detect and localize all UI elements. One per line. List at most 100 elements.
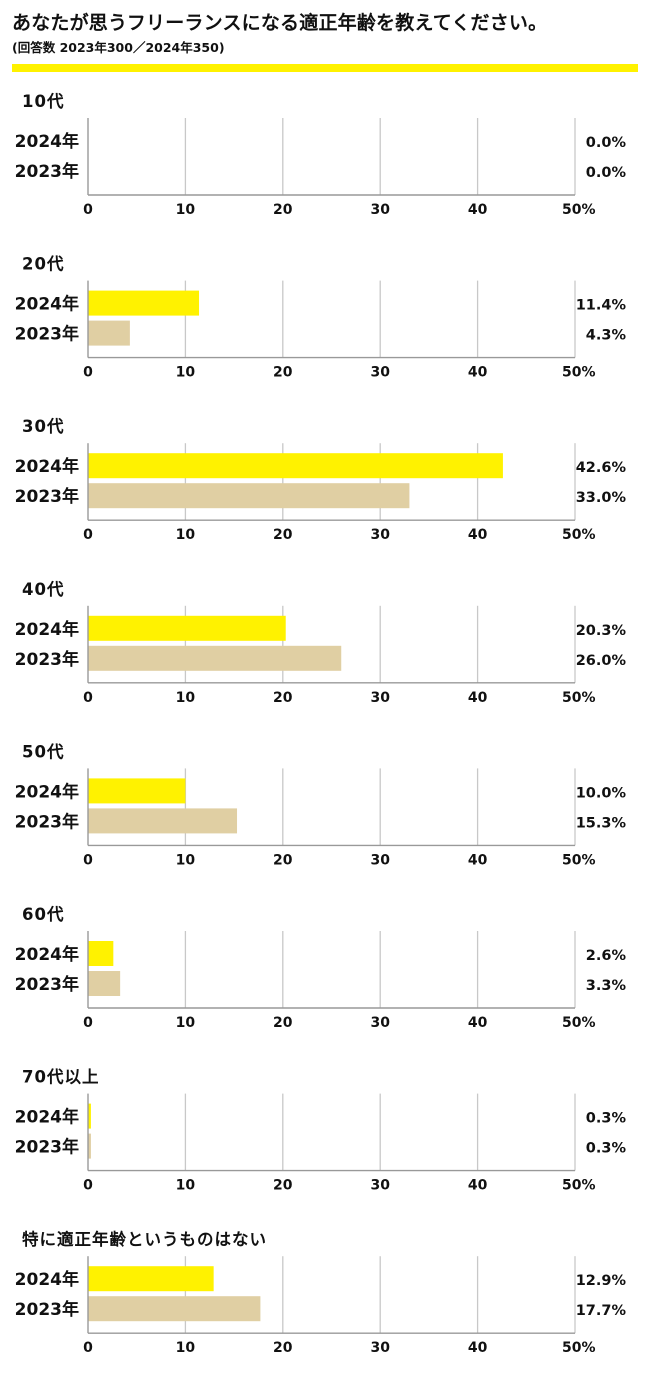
category-label: 60代 — [22, 905, 64, 924]
series-label: 2023年 — [15, 811, 79, 832]
tick-label: 50% — [562, 1178, 596, 1194]
value-label: 11.4% — [576, 298, 627, 314]
category-label: 70代以上 — [22, 1068, 99, 1087]
value-label: 0.3% — [586, 1141, 627, 1157]
bar-2023 — [88, 1296, 261, 1322]
bar-2024 — [88, 941, 114, 966]
value-label: 26.0% — [576, 653, 627, 669]
tick-label: 10 — [176, 1340, 196, 1356]
bar-2024 — [88, 1103, 91, 1129]
tick-label: 20 — [273, 527, 293, 543]
tick-label: 0 — [83, 365, 93, 381]
tick-label: 50% — [562, 1340, 596, 1356]
tick-label: 50% — [562, 690, 596, 706]
value-label: 15.3% — [576, 815, 627, 831]
tick-label: 50% — [562, 852, 596, 868]
tick-label: 50% — [562, 202, 596, 218]
chart-panel-6: 60代 2024年 2023年 2.6% 3.3% 0 10 20 30 40 50% — [15, 905, 627, 1031]
series-label: 2024年 — [15, 944, 79, 965]
chart-panel-1: 10代 2024年 2023年 0.0% 0.0% 0 10 20 30 40 50% — [15, 92, 627, 218]
chart-panel-8: 特に適正年齢というものはない 2024年 2023年 12.9% 17.7% 0 10 20 3… — [15, 1229, 627, 1356]
bar-2023 — [88, 1133, 91, 1159]
tick-label: 10 — [176, 690, 196, 706]
tick-label: 50% — [562, 365, 596, 381]
tick-label: 20 — [273, 852, 293, 868]
chart-subtitle: (回答数 2023年300／2024年350) — [12, 40, 225, 55]
category-label: 50代 — [22, 742, 64, 761]
tick-label: 20 — [273, 1340, 293, 1356]
tick-label: 0 — [83, 1015, 93, 1031]
tick-label: 0 — [83, 527, 93, 543]
tick-label: 20 — [273, 1015, 293, 1031]
value-label: 20.3% — [576, 623, 627, 639]
series-label: 2023年 — [15, 486, 79, 507]
series-label: 2024年 — [15, 131, 79, 152]
bar-2023 — [88, 645, 342, 671]
bar-2023 — [88, 483, 410, 509]
tick-label: 10 — [176, 527, 196, 543]
series-label: 2024年 — [15, 294, 79, 315]
bar-2024 — [88, 290, 200, 316]
tick-label: 20 — [273, 690, 293, 706]
tick-label: 30 — [370, 202, 390, 218]
bar-2023 — [88, 971, 121, 996]
chart-panel-4: 40代 2024年 2023年 20.3% 26.0% 0 10 20 30 40 50% — [15, 580, 627, 706]
tick-label: 0 — [83, 202, 93, 218]
tick-label: 20 — [273, 202, 293, 218]
tick-label: 30 — [370, 1340, 390, 1356]
chart-panel-2: 20代 2024年 2023年 11.4% 4.3% 0 10 20 30 40 50% — [15, 255, 627, 381]
value-label: 17.7% — [576, 1303, 627, 1319]
tick-label: 40 — [468, 365, 488, 381]
tick-label: 40 — [468, 1178, 488, 1194]
value-label: 3.3% — [586, 978, 627, 994]
tick-label: 10 — [176, 365, 196, 381]
value-label: 2.6% — [586, 948, 627, 964]
tick-label: 0 — [83, 1340, 93, 1356]
value-label: 33.0% — [576, 490, 627, 506]
category-label: 特に適正年齢というものはない — [22, 1229, 267, 1249]
value-label: 4.3% — [586, 328, 627, 344]
tick-label: 10 — [176, 1015, 196, 1031]
tick-label: 10 — [176, 852, 196, 868]
category-label: 10代 — [22, 92, 64, 111]
tick-label: 30 — [370, 365, 390, 381]
value-label: 0.0% — [586, 135, 627, 151]
tick-label: 50% — [562, 527, 596, 543]
series-label: 2023年 — [15, 974, 79, 995]
tick-label: 20 — [273, 365, 293, 381]
series-label: 2023年 — [15, 1137, 79, 1158]
value-label: 0.3% — [586, 1111, 627, 1127]
tick-label: 40 — [468, 852, 488, 868]
bar-2023 — [88, 320, 130, 346]
tick-label: 0 — [83, 852, 93, 868]
category-label: 20代 — [22, 255, 64, 274]
series-label: 2024年 — [15, 456, 79, 477]
tick-label: 40 — [468, 1340, 488, 1356]
tick-label: 40 — [468, 202, 488, 218]
series-label: 2023年 — [15, 324, 79, 345]
chart-panel-3: 30代 2024年 2023年 42.6% 33.0% 0 10 20 30 40 50% — [15, 417, 627, 543]
tick-label: 30 — [370, 852, 390, 868]
series-label: 2024年 — [15, 1107, 79, 1128]
tick-label: 30 — [370, 690, 390, 706]
category-label: 40代 — [22, 580, 64, 599]
tick-label: 10 — [176, 202, 196, 218]
tick-label: 40 — [468, 527, 488, 543]
series-label: 2024年 — [15, 1269, 79, 1290]
series-label: 2023年 — [15, 161, 79, 182]
tick-label: 30 — [370, 1178, 390, 1194]
series-label: 2024年 — [15, 619, 79, 640]
bar-2024 — [88, 615, 286, 641]
tick-label: 20 — [273, 1178, 293, 1194]
bar-2024 — [88, 453, 503, 479]
tick-label: 0 — [83, 690, 93, 706]
bar-2023 — [88, 808, 238, 834]
tick-label: 40 — [468, 1015, 488, 1031]
tick-label: 0 — [83, 1178, 93, 1194]
bar-2024 — [88, 778, 186, 804]
tick-label: 30 — [370, 527, 390, 543]
chart-panel-7: 70代以上 2024年 2023年 0.3% 0.3% 0 10 20 30 40 50% — [15, 1068, 627, 1194]
bar-2024 — [88, 1266, 214, 1292]
series-label: 2023年 — [15, 1299, 79, 1320]
